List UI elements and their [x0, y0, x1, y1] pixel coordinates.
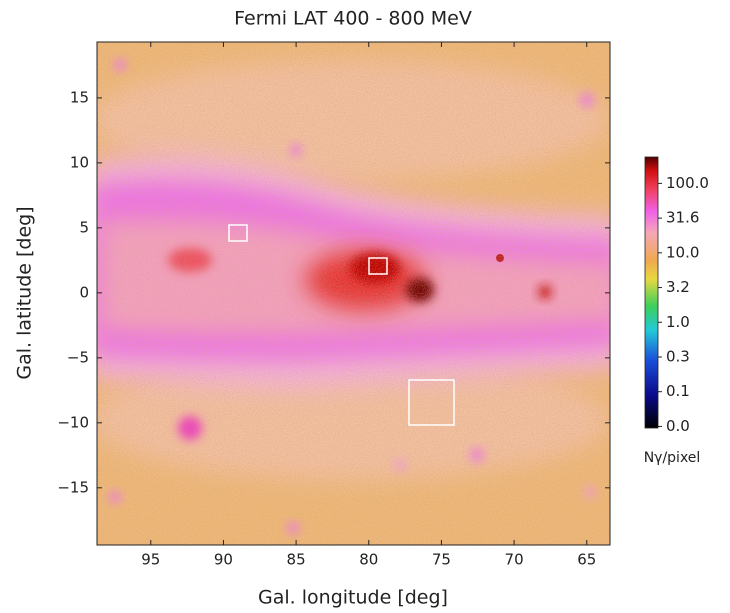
colorbar-tick-label: 0.1 [666, 382, 690, 400]
x-tick-label: 85 [287, 551, 306, 569]
y-tick-label: −5 [67, 348, 89, 366]
colorbar-label: Nγ/pixel [644, 450, 701, 466]
x-axis-label: Gal. longitude [deg] [258, 587, 448, 609]
x-tick-label: 90 [214, 551, 233, 569]
colorbar-tick-label: 1.0 [666, 313, 690, 331]
colorbar-tick-label: 31.6 [666, 209, 699, 227]
y-tick-label: −15 [57, 478, 89, 496]
y-axis-label: Gal. latitude [deg] [14, 206, 36, 379]
chart-title: Fermi LAT 400 - 800 MeV [234, 8, 472, 30]
colorbar-tick-label: 100.0 [666, 174, 709, 192]
y-tick-label: 10 [70, 153, 89, 171]
colorbar-tick-label: 10.0 [666, 243, 699, 261]
sky-map [97, 42, 610, 545]
colorbar-tick-label: 0.0 [666, 417, 690, 435]
x-tick-label: 75 [432, 551, 451, 569]
plot-frame [96, 41, 611, 546]
colorbar [644, 156, 659, 429]
x-tick-label: 80 [359, 551, 378, 569]
y-tick-label: −10 [57, 413, 89, 431]
colorbar-tick-label: 3.2 [666, 278, 690, 296]
y-tick-label: 15 [70, 88, 89, 106]
y-tick-label: 5 [79, 218, 89, 236]
x-tick-label: 70 [505, 551, 524, 569]
x-tick-label: 95 [141, 551, 160, 569]
y-tick-label: 0 [79, 283, 89, 301]
colorbar-tick-label: 0.3 [666, 348, 690, 366]
x-tick-label: 65 [577, 551, 596, 569]
